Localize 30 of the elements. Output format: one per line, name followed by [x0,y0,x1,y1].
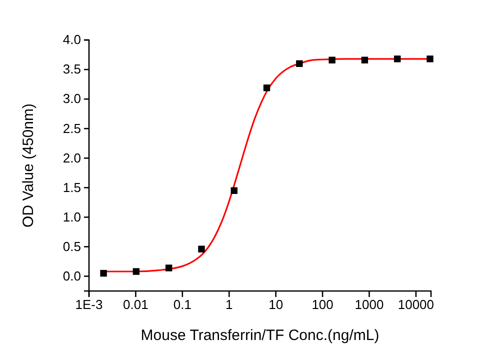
x-tick-label: 10000 [398,297,434,312]
x-tick-label: 1 [226,297,233,312]
y-tick-label: 4.0 [62,32,81,48]
point [198,246,205,252]
y-axis-title: OD Value (450nm) [20,104,37,228]
y-tick-label: 1.0 [62,209,81,224]
x-tick-label: 10 [268,297,284,312]
y-tick-label: 3.0 [62,91,81,106]
point [361,56,368,64]
point [230,187,238,194]
point [263,84,270,92]
x-tick-label: 100 [312,297,334,312]
x-tick-label: 1E-3 [75,297,103,312]
point [132,268,140,275]
y-tick-label: 1.5 [62,180,81,195]
point [328,56,336,64]
y-tick-label: 3.5 [62,62,81,77]
x-tick-label: 0.01 [123,297,148,312]
y-tick-label: 0.0 [62,268,81,284]
y-tick-label: 2.0 [62,150,81,166]
x-tick-label: 1000 [354,297,384,312]
y-tick-label: 2.5 [62,120,81,136]
point [394,56,401,62]
x-axis-title: Mouse Transferrin/TF Conc.(ng/mL) [140,327,380,344]
point [426,56,434,62]
point [296,60,303,67]
y-tick-label: 0.5 [62,238,81,254]
point [100,270,107,277]
x-tick-label: 0.1 [173,297,192,312]
point [165,264,172,272]
